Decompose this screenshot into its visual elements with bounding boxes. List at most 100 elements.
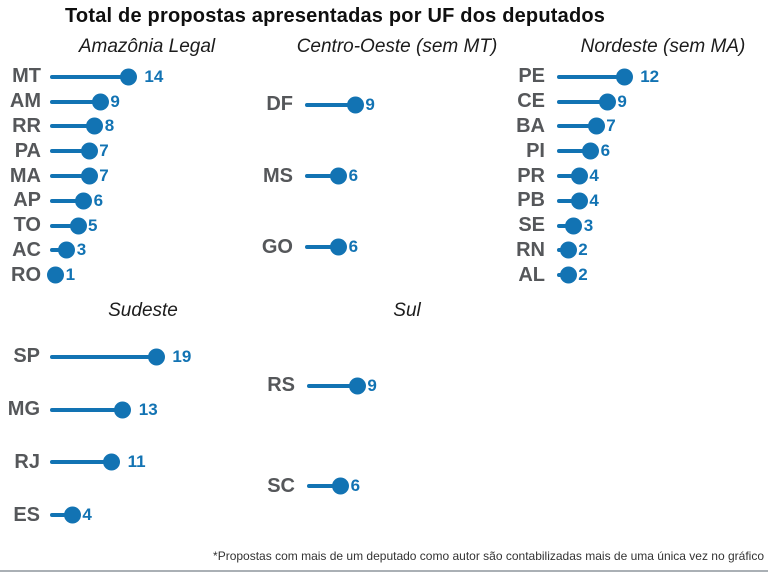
lollipop-dot [587,117,605,135]
uf-label-rr: RR [12,114,41,137]
lollipop-dot [348,377,366,395]
lollipop-row-ms: MS 6 [250,165,358,187]
value-label: 2 [578,240,588,260]
lollipop-stem [50,348,165,366]
value-label: 9 [617,91,627,111]
uf-label-to: TO [13,214,41,237]
lollipop-stem [557,117,605,135]
lollipop-dot [69,217,87,235]
lollipop-dot [75,192,93,210]
lollipop-stem [50,93,109,111]
lollipop-dot [330,167,348,185]
uf-label-mg: MG [7,398,40,421]
lollipop-stem [557,217,583,235]
value-label: 12 [640,66,660,86]
uf-label-ms: MS [263,164,293,187]
lollipop-dot [570,167,588,185]
uf-label-go: GO [261,235,293,258]
lollipop-stem [557,192,588,210]
lollipop-row-se: SE 3 [508,214,593,237]
uf-label-ma: MA [9,164,41,187]
lollipop-dot [565,217,583,235]
lollipop-dot [86,117,104,135]
value-label: 4 [589,166,599,185]
lollipop-dot [63,506,81,524]
lollipop-row-mt: MT 14 [0,65,164,88]
value-label: 19 [172,346,192,366]
lollipop-row-df: DF 9 [250,93,375,116]
uf-label-ba: BA [516,114,545,137]
lollipop-stem [557,241,577,259]
facet-title-sul: Sul [393,300,421,321]
lollipop-dot [114,401,132,419]
lollipop-stem [305,238,348,256]
value-label: 5 [88,215,98,235]
lollipop-stem [50,117,104,135]
lollipop-stem [50,142,98,160]
facet-panel-sul: Sul RS 9 SC 6 [250,0,508,576]
facet-panel-amazonia-legal: Amazônia Legal MT 14 AM 9 RR 8 PA 7 MA 7 AP 6 TO 5 AC 3 R… [0,0,250,576]
lollipop-dot [58,241,76,259]
lollipop-stem [50,506,81,524]
value-label: 1 [65,265,76,285]
value-label: 4 [589,190,599,210]
lollipop-stem [50,401,132,419]
lollipop-row-rj: RJ 11 [0,450,145,473]
uf-label-ap: AP [13,189,41,212]
lollipop-row-pr: PR 4 [508,165,599,187]
bottom-divider [0,570,768,572]
uf-label-pa: PA [14,139,41,162]
lollipop-row-ma: MA 7 [0,165,109,187]
lollipop-row-go: GO 6 [250,236,358,258]
lollipop-dot [80,167,98,185]
lollipop-dot [147,348,165,366]
lollipop-dot [91,93,109,111]
facet-title-nordeste: Nordeste (sem MA) [580,36,746,57]
lollipop-row-es: ES 4 [0,504,92,526]
lollipop-row-rr: RR 8 [0,115,114,137]
facet-panel-sudeste: Sudeste SP 19 MG 13 RJ 11 ES 4 [0,0,250,576]
facet-panel-centro-oeste: Centro-Oeste (sem MT) DF 9 MS 6 GO 6 [250,0,508,576]
lollipop-stem [50,68,137,86]
lollipop-row-al: AL 2 [508,263,588,286]
uf-label-df: DF [266,93,293,116]
lollipop-row-pa: PA 7 [0,140,109,162]
lollipop-dot [615,68,633,86]
value-label: 6 [93,190,104,210]
value-label: 2 [578,265,588,285]
facet-title-centro-oeste: Centro-Oeste (sem MT) [296,36,498,57]
lollipop-row-mg: MG 13 [0,398,158,421]
uf-label-am: AM [9,90,41,113]
lollipop-stem [305,167,348,185]
uf-label-sp: SP [13,345,40,368]
lollipop-stem [557,93,616,111]
lollipop-stem [307,477,350,495]
lollipop-stem [307,377,366,395]
lollipop-dot [80,142,98,160]
lollipop-row-ro: RO 1 [0,264,75,286]
uf-label-se: SE [518,214,545,237]
value-label: 6 [350,476,361,496]
lollipop-dot [570,192,588,210]
lollipop-stem [557,68,633,86]
lollipop-row-rn: RN 2 [508,239,588,261]
facet-title-amazonia-legal: Amazônia Legal [78,36,216,57]
lollipop-stem [50,453,121,471]
value-label: 7 [99,141,109,161]
lollipop-stem [557,167,588,185]
uf-label-rs: RS [267,374,295,397]
uf-label-sc: SC [267,474,295,497]
uf-label-es: ES [13,503,40,526]
lollipop-dot [598,93,616,111]
lollipop-row-pe: PE 12 [508,65,660,88]
uf-label-rj: RJ [14,450,40,473]
value-label: 3 [76,240,87,260]
uf-label-ac: AC [12,238,41,261]
value-label: 14 [144,66,164,86]
uf-label-al: AL [518,263,545,286]
lollipop-row-am: AM 9 [0,90,120,113]
uf-label-ce: CE [517,90,545,113]
lollipop-row-ap: AP 6 [0,189,104,212]
lollipop-row-pb: PB 4 [508,189,599,212]
